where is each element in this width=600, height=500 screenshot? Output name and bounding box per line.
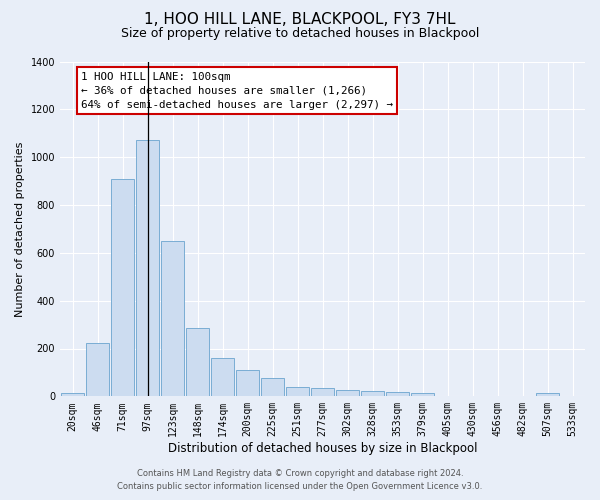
Y-axis label: Number of detached properties: Number of detached properties: [15, 141, 25, 316]
Bar: [161, 241, 184, 396]
Bar: [286, 387, 309, 396]
Bar: [386, 392, 409, 396]
Text: 1 HOO HILL LANE: 100sqm
← 36% of detached houses are smaller (1,266)
64% of semi: 1 HOO HILL LANE: 100sqm ← 36% of detache…: [81, 72, 393, 110]
Bar: [336, 390, 359, 396]
X-axis label: Distribution of detached houses by size in Blackpool: Distribution of detached houses by size …: [168, 442, 477, 455]
Bar: [236, 370, 259, 396]
Bar: [261, 378, 284, 396]
Text: Size of property relative to detached houses in Blackpool: Size of property relative to detached ho…: [121, 28, 479, 40]
Bar: [61, 392, 84, 396]
Bar: [136, 140, 159, 396]
Bar: [86, 342, 109, 396]
Bar: [111, 178, 134, 396]
Bar: [361, 391, 384, 396]
Bar: [186, 328, 209, 396]
Bar: [311, 388, 334, 396]
Bar: [536, 394, 559, 396]
Text: 1, HOO HILL LANE, BLACKPOOL, FY3 7HL: 1, HOO HILL LANE, BLACKPOOL, FY3 7HL: [144, 12, 456, 28]
Bar: [411, 394, 434, 396]
Text: Contains HM Land Registry data © Crown copyright and database right 2024.
Contai: Contains HM Land Registry data © Crown c…: [118, 470, 482, 491]
Bar: [211, 358, 234, 397]
